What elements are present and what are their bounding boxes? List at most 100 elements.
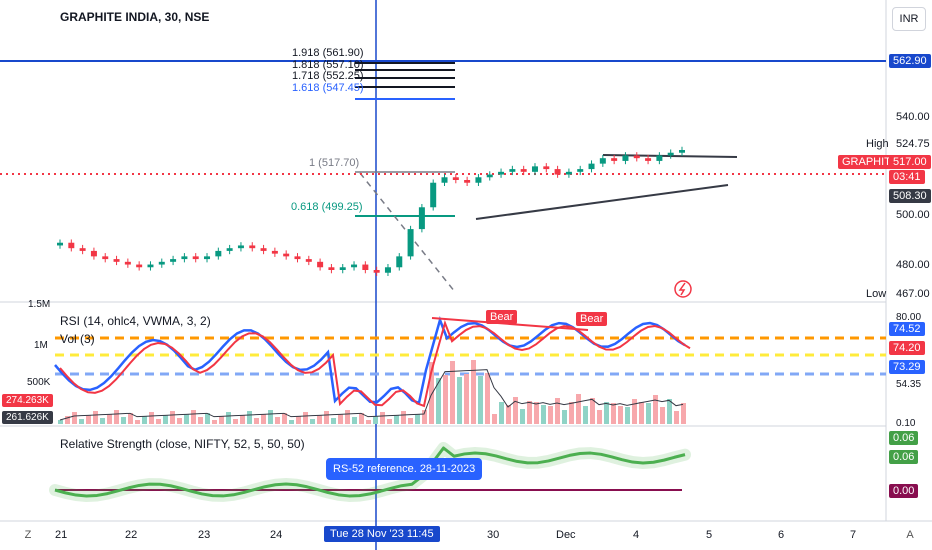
fib-label-0618: 0.618 (499.25)	[291, 201, 363, 213]
volume-ma-line	[59, 369, 684, 421]
fib-trend-dashed[interactable]	[359, 172, 456, 293]
volume-bar	[604, 402, 609, 424]
currency-button[interactable]: INR	[892, 7, 926, 31]
candle	[464, 180, 471, 183]
candle	[509, 169, 516, 172]
volume-bar	[387, 419, 392, 424]
volume-bar	[212, 420, 217, 424]
candle	[328, 267, 335, 270]
volume-bar	[464, 374, 469, 424]
volume-bar	[114, 410, 119, 424]
candle	[226, 248, 233, 251]
volume-bar	[156, 419, 161, 424]
price-tick-500: 500.00	[896, 209, 930, 221]
time-label-7: 7	[850, 529, 857, 541]
volume-bar	[443, 375, 448, 424]
volume-bar	[471, 360, 476, 424]
fib-label-1818: 1.818 (557.10)	[292, 59, 364, 71]
volume-bar	[177, 418, 182, 424]
volume-bar	[352, 417, 357, 424]
candle	[317, 261, 324, 268]
candle	[305, 259, 312, 262]
volume-bar	[198, 417, 203, 424]
rs-tag-3: 0.00	[889, 484, 919, 498]
volume-bar	[163, 415, 168, 424]
candle	[362, 264, 369, 270]
volume-bar	[590, 398, 595, 424]
volume-bar	[625, 407, 630, 424]
candle	[68, 242, 75, 249]
rs-tag-2: 0.06	[889, 450, 919, 464]
candle	[486, 174, 493, 178]
volume-bar	[478, 376, 483, 424]
volume-bar	[58, 420, 63, 424]
volume-bar	[513, 397, 518, 424]
vol-tag-274k: 274.263K	[2, 394, 53, 407]
candle	[622, 155, 629, 161]
candle	[588, 163, 595, 170]
volume-bar	[569, 402, 574, 424]
time-label-21: 21	[55, 529, 68, 541]
price-tag-562: 562.90	[889, 54, 931, 68]
volume-bar	[240, 415, 245, 424]
countdown-tag: 03:41	[889, 170, 925, 184]
candle	[656, 155, 663, 161]
candle	[79, 248, 86, 251]
candle	[475, 177, 482, 183]
volume-bar	[380, 412, 385, 424]
candle	[373, 270, 380, 273]
auto-scale-button[interactable]: A	[906, 529, 914, 541]
candle	[611, 158, 618, 161]
volume-bar	[79, 419, 84, 424]
candle	[418, 207, 425, 230]
candle	[531, 166, 538, 172]
volume-bar	[681, 403, 686, 424]
volume-bar	[499, 402, 504, 424]
volume-bar	[401, 411, 406, 424]
candle	[430, 182, 437, 208]
candle	[396, 256, 403, 268]
volume-bar	[359, 413, 364, 424]
last-price-tag: 517.00	[889, 155, 931, 169]
candle	[294, 256, 301, 260]
vol-axis-15m: 1.5M	[28, 299, 51, 310]
vol-axis-500k: 500K	[27, 377, 51, 388]
lower-trend-line[interactable]	[475, 184, 729, 220]
time-label-23: 23	[198, 529, 211, 541]
fib-label-1618: 1.618 (547.45)	[292, 82, 364, 94]
volume-bar	[632, 399, 637, 424]
volume-bar	[653, 395, 658, 424]
lightning-icon[interactable]	[674, 280, 692, 298]
volume-bar	[639, 402, 644, 424]
volume-bar	[583, 406, 588, 424]
price-tick-540: 540.00	[896, 111, 930, 123]
zoom-button[interactable]: Z	[24, 529, 32, 541]
candle	[498, 171, 505, 175]
volume-bar	[282, 413, 287, 424]
vol-axis-1m: 1M	[34, 340, 48, 351]
volume-bar	[450, 361, 455, 424]
rsi-signal-line	[59, 319, 691, 408]
volume-bar	[646, 403, 651, 424]
volume-bar	[100, 418, 105, 424]
candle	[577, 169, 584, 172]
volume-bar	[331, 418, 336, 424]
bear-divergence-line	[431, 317, 589, 331]
candle	[452, 177, 459, 180]
rsi-axis-010: 0.10	[896, 418, 916, 429]
volume-bar	[429, 362, 434, 424]
volume-bar	[555, 398, 560, 424]
candle	[147, 264, 154, 268]
candle	[249, 245, 256, 249]
candle	[441, 177, 448, 183]
candle	[215, 250, 222, 257]
volume-bar	[261, 414, 266, 424]
volume-bar	[303, 412, 308, 424]
candle	[237, 245, 244, 249]
volume-bar	[394, 415, 399, 424]
time-label-24: 24	[270, 529, 283, 541]
time-label-4: 4	[633, 529, 640, 541]
volume-bar	[492, 414, 497, 424]
